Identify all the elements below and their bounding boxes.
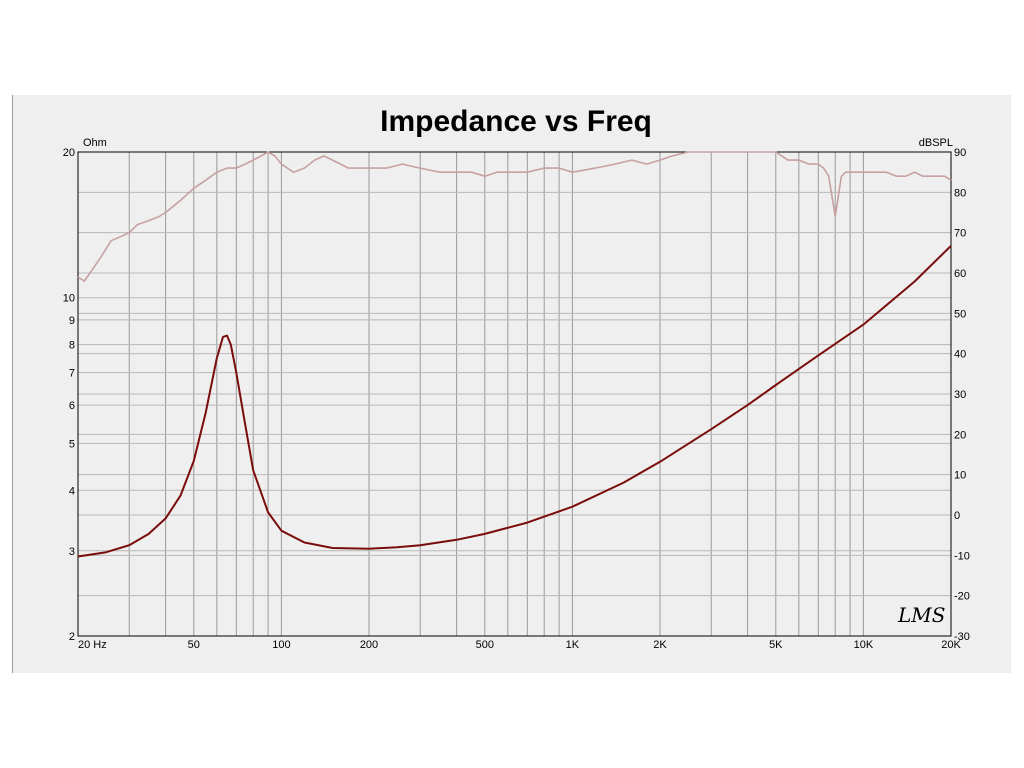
x-tick-label: 500 <box>476 639 494 651</box>
y-right-tick-label: -20 <box>954 591 970 603</box>
y-left-tick-label: 4 <box>69 485 75 497</box>
y-left-unit: Ohm <box>83 137 107 149</box>
y-right-tick-label: 40 <box>954 349 966 361</box>
x-tick-label: 10K <box>854 639 874 651</box>
y-left-tick-label: 5 <box>69 438 75 450</box>
impedance-curve <box>77 245 952 558</box>
chart-title: Impedance vs Freq <box>380 105 652 138</box>
y-left-tick-label: 20 <box>63 147 75 159</box>
lms-logo: LMS <box>897 603 945 627</box>
chart-panel: Impedance vs Freq Ohm dBSPL 20 Hz 50 100 20… <box>12 95 1011 673</box>
x-tick-label: 5K <box>769 639 783 651</box>
y-right-tick-label: 20 <box>954 429 966 441</box>
y-right-tick-label: 0 <box>954 510 960 522</box>
x-tick-label: 2K <box>653 639 667 651</box>
y-right-tick-label: 80 <box>954 187 966 199</box>
y-right-tick-label: 10 <box>954 470 966 482</box>
y-right-tick-label: -30 <box>954 631 970 643</box>
x-tick-label: 100 <box>272 639 290 651</box>
x-tick-labels: 20 Hz 50 100 200 500 1K 2K 5K 10K 20K <box>78 639 961 651</box>
impedance-chart: Impedance vs Freq Ohm dBSPL 20 Hz 50 100 20… <box>63 105 970 651</box>
x-tick-label: 20K <box>941 639 961 651</box>
y-left-tick-label: 6 <box>69 400 75 412</box>
y-left-tick-label: 2 <box>69 631 75 643</box>
y-right-tick-label: 90 <box>954 147 966 159</box>
y-left-tick-label: 10 <box>63 293 75 305</box>
x-tick-label: 50 <box>188 639 200 651</box>
x-tick-label: 200 <box>360 639 378 651</box>
y-right-unit: dBSPL <box>919 137 953 149</box>
y-right-tick-label: 50 <box>954 308 966 320</box>
y-left-tick-label: 3 <box>69 546 75 558</box>
y-right-tick-label: 30 <box>954 389 966 401</box>
y-left-tick-label: 9 <box>69 315 75 327</box>
x-tick-label: 20 Hz <box>78 639 107 651</box>
y-left-tick-labels: 20 10 9 8 7 6 5 4 3 2 <box>63 147 75 643</box>
plot-frame <box>77 151 952 637</box>
y-left-tick-label: 8 <box>69 340 75 352</box>
y-right-tick-label: 70 <box>954 228 966 240</box>
series-layer <box>77 151 952 558</box>
y-right-tick-label: -10 <box>954 550 970 562</box>
y-right-tick-label: 60 <box>954 268 966 280</box>
x-tick-label: 1K <box>566 639 580 651</box>
y-right-tick-labels: 90 80 70 60 50 40 30 20 10 0 -10 -20 -30 <box>954 147 970 643</box>
y-left-tick-label: 7 <box>69 368 75 380</box>
spl-curve <box>77 151 952 282</box>
